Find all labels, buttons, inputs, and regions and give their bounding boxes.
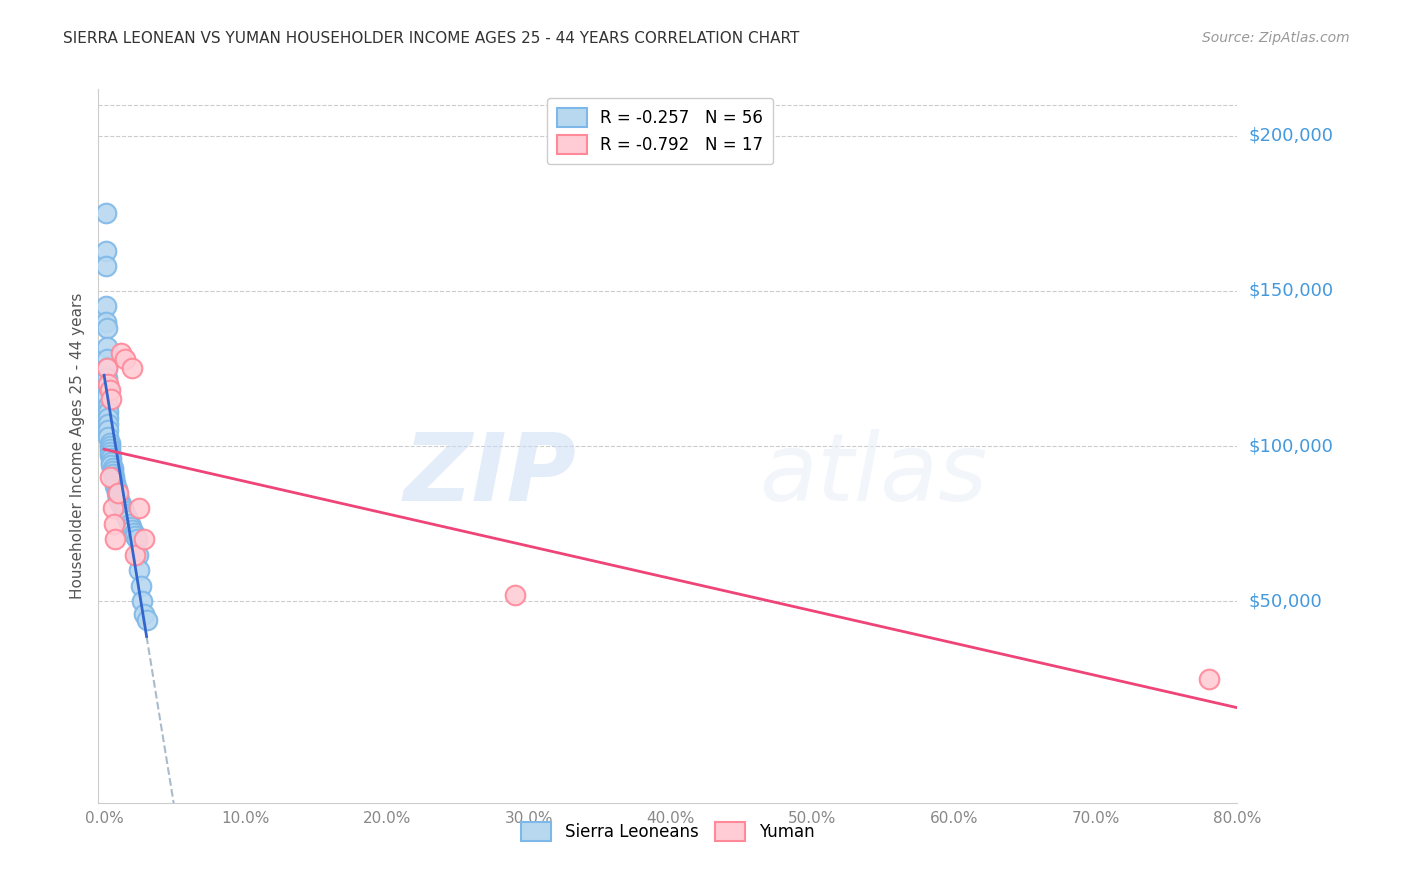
Point [94,315,117,329]
Text: $100,000: $100,000 [1249,437,1333,455]
Point [110,346,132,360]
Point [98,436,121,450]
Point [98,470,121,484]
Point [124,548,146,562]
Point [98,442,121,456]
Point [114,352,136,367]
Point [94,259,117,273]
Point [97,399,120,413]
Legend: Sierra Leoneans, Yuman: Sierra Leoneans, Yuman [515,815,821,848]
Point [122,525,145,540]
Point [96,380,118,394]
Point [108,495,131,509]
Point [503,588,526,602]
Point [96,361,118,376]
Point [101,501,124,516]
Point [107,485,129,500]
Point [127,548,149,562]
Point [110,498,132,512]
Point [1198,672,1220,686]
Point [96,389,118,403]
Point [104,532,127,546]
Point [128,501,150,516]
Point [118,516,141,531]
Point [112,504,135,518]
Point [117,513,139,527]
Point [103,516,125,531]
Point [132,532,155,546]
Point [107,491,129,506]
Point [100,392,122,407]
Point [97,430,120,444]
Text: $200,000: $200,000 [1249,127,1333,145]
Point [101,467,124,481]
Point [94,244,117,258]
Point [98,439,121,453]
Point [103,473,125,487]
Point [104,479,127,493]
Point [132,607,155,621]
Point [121,523,143,537]
Point [111,501,134,516]
Point [97,376,120,391]
Point [97,405,120,419]
Point [100,458,122,472]
Point [97,411,120,425]
Point [105,483,128,497]
Point [101,464,124,478]
Point [100,454,122,468]
Point [125,532,148,546]
Point [104,476,127,491]
Point [96,352,118,367]
Point [129,579,152,593]
Text: atlas: atlas [759,429,987,520]
Point [135,613,157,627]
Point [115,510,138,524]
Y-axis label: Householder Income Ages 25 - 44 years: Householder Income Ages 25 - 44 years [69,293,84,599]
Point [103,470,125,484]
Point [98,383,121,397]
Text: $50,000: $50,000 [1249,592,1322,610]
Text: ZIP: ZIP [404,428,576,521]
Text: SIERRA LEONEAN VS YUMAN HOUSEHOLDER INCOME AGES 25 - 44 YEARS CORRELATION CHART: SIERRA LEONEAN VS YUMAN HOUSEHOLDER INCO… [63,31,800,46]
Point [94,299,117,313]
Point [97,417,120,432]
Point [94,206,117,220]
Point [96,361,118,376]
Point [98,445,121,459]
Point [96,340,118,354]
Point [131,594,153,608]
Point [98,448,121,462]
Point [121,361,143,376]
Point [114,508,136,522]
Point [120,519,142,533]
Point [128,563,150,577]
Point [96,321,118,335]
Point [97,424,120,438]
Point [107,489,129,503]
Point [100,451,122,466]
Point [124,529,146,543]
Text: $150,000: $150,000 [1249,282,1333,300]
Point [101,460,124,475]
Point [96,370,118,384]
Point [105,485,128,500]
Text: Source: ZipAtlas.com: Source: ZipAtlas.com [1202,31,1350,45]
